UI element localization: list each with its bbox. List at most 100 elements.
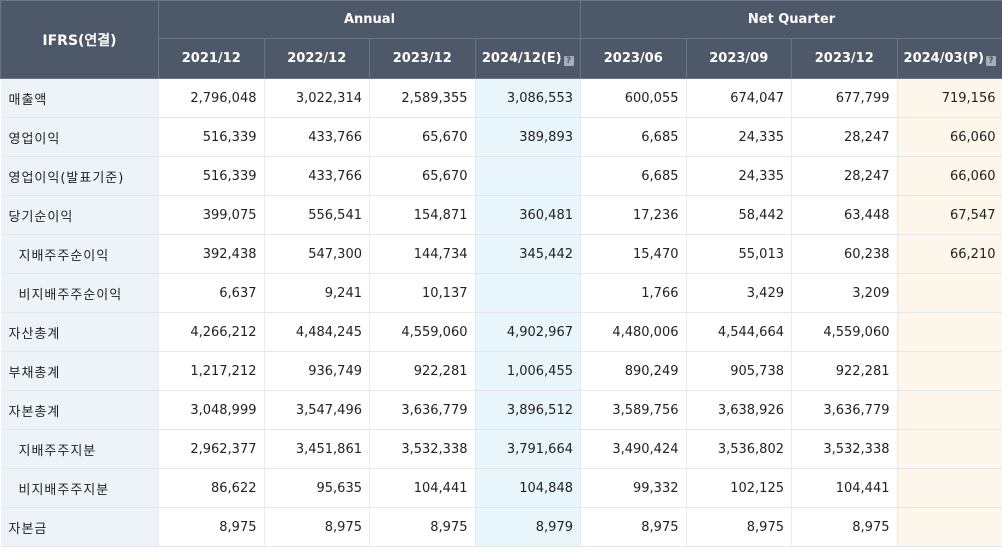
value-cell: 60,238 — [791, 234, 897, 274]
value-cell: 154,871 — [369, 195, 475, 235]
value-cell — [896, 351, 1002, 391]
value-cell — [896, 390, 1002, 430]
row-label-text: 매출액 — [8, 92, 48, 108]
value-cell: 3,791,664 — [474, 429, 581, 469]
header-period-row: 2021/12 2022/12 2023/12 2024/12(E)? 2023… — [1, 38, 1002, 79]
value-cell: 2,796,048 — [158, 78, 264, 118]
value-cell: 24,335 — [685, 117, 792, 157]
value-cell: 8,975 — [369, 507, 475, 547]
table-row: 자본총계 3,048,999 3,547,496 3,636,779 3,896,512… — [0, 390, 1002, 430]
period-header: 2023/12 — [791, 38, 898, 79]
header-group-row: IFRS(연결) Annual Net Quarter — [0, 0, 1002, 79]
table-row: 자산총계 4,266,212 4,484,245 4,559,060 4,902,967… — [0, 312, 1002, 352]
row-label: 부채총계 — [0, 351, 159, 391]
table-row: 비지배주주지분 86,622 95,635 104,441 104,848 99,332 1… — [0, 468, 1002, 508]
value-cell — [896, 507, 1002, 547]
table-row: 부채총계 1,217,212 936,749 922,281 1,006,455 890,… — [0, 351, 1002, 391]
value-cell: 28,247 — [791, 156, 897, 196]
value-cell: 1,006,455 — [474, 351, 581, 391]
value-cell: 8,979 — [474, 507, 581, 547]
row-label: 매출액 — [0, 78, 159, 118]
value-cell: 4,266,212 — [158, 312, 264, 352]
period-header-estimate[interactable]: 2024/12(E)? — [474, 38, 581, 79]
value-cell: 9,241 — [263, 273, 370, 313]
row-label-text: 부채총계 — [8, 365, 61, 381]
value-cell: 65,670 — [369, 156, 475, 196]
value-cell: 4,559,060 — [791, 312, 897, 352]
value-cell: 3,048,999 — [158, 390, 264, 430]
value-cell: 58,442 — [685, 195, 792, 235]
period-header: 2022/12 — [263, 38, 370, 79]
value-cell: 516,339 — [158, 156, 264, 196]
value-cell: 3,536,802 — [685, 429, 792, 469]
row-label-text: 지배주주지분 — [18, 443, 97, 459]
value-cell: 516,339 — [158, 117, 264, 157]
value-cell: 556,541 — [263, 195, 370, 235]
value-cell: 8,975 — [263, 507, 370, 547]
value-cell: 3,636,779 — [369, 390, 475, 430]
value-cell: 15,470 — [580, 234, 686, 274]
quarter-group-header: Net Quarter — [580, 0, 1002, 39]
value-cell: 3,490,424 — [580, 429, 686, 469]
value-cell: 66,060 — [896, 156, 1002, 196]
value-cell: 3,636,779 — [791, 390, 897, 430]
value-cell: 67,547 — [896, 195, 1002, 235]
value-cell: 3,429 — [685, 273, 792, 313]
value-cell: 2,962,377 — [158, 429, 264, 469]
value-cell: 1,217,212 — [158, 351, 264, 391]
value-cell: 4,480,006 — [580, 312, 686, 352]
row-label-text: 영업이익(발표기준) — [8, 170, 125, 186]
value-cell: 28,247 — [791, 117, 897, 157]
info-square-icon[interactable]: ? — [985, 56, 996, 66]
row-label-text: 자본금 — [8, 521, 48, 537]
row-label: 비지배주주순이익 — [0, 273, 159, 313]
value-cell: 345,442 — [474, 234, 581, 274]
value-cell: 3,547,496 — [263, 390, 370, 430]
table-header: IFRS(연결) Annual Net Quarter 2021/12 2022… — [0, 0, 1002, 79]
value-cell: 547,300 — [263, 234, 370, 274]
table-row: 지배주주지분 2,962,377 3,451,861 3,532,338 3,791,6… — [0, 429, 1002, 469]
value-cell: 433,766 — [263, 156, 370, 196]
value-cell: 8,975 — [685, 507, 792, 547]
period-header-provisional[interactable]: 2024/03(P)? — [896, 38, 1002, 79]
value-cell: 104,441 — [369, 468, 475, 508]
period-header: 2023/12 — [369, 38, 476, 79]
row-label: 영업이익(발표기준) — [0, 156, 159, 196]
value-cell: 4,902,967 — [474, 312, 581, 352]
value-cell: 922,281 — [791, 351, 897, 391]
value-cell: 389,893 — [474, 117, 581, 157]
row-label-text: 영업이익 — [8, 131, 61, 147]
info-square-icon[interactable]: ? — [563, 56, 574, 66]
value-cell: 392,438 — [158, 234, 264, 274]
value-cell — [896, 273, 1002, 313]
table-row: 영업이익 516,339 433,766 65,670 389,893 6,685 24,3… — [0, 117, 1002, 157]
row-label-text: 지배주주순이익 — [18, 248, 110, 264]
value-cell: 3,086,553 — [474, 78, 581, 118]
value-cell: 55,013 — [685, 234, 792, 274]
value-cell: 102,125 — [685, 468, 792, 508]
value-cell: 3,451,861 — [263, 429, 370, 469]
table-body: 매출액 2,796,048 3,022,314 2,589,355 3,086,553 6… — [0, 78, 1002, 547]
value-cell: 1,766 — [580, 273, 686, 313]
row-label: 자본금 — [0, 507, 159, 547]
value-cell: 8,975 — [580, 507, 686, 547]
value-cell — [474, 156, 581, 196]
value-cell: 3,209 — [791, 273, 897, 313]
table-row: 지배주주순이익 392,438 547,300 144,734 345,442 15,47… — [0, 234, 1002, 274]
value-cell: 144,734 — [369, 234, 475, 274]
value-cell: 24,335 — [685, 156, 792, 196]
value-cell: 3,022,314 — [263, 78, 370, 118]
value-cell — [474, 273, 581, 313]
row-label-text: 자본총계 — [8, 404, 61, 420]
value-cell — [896, 468, 1002, 508]
annual-group-header: Annual — [158, 0, 581, 39]
value-cell: 63,448 — [791, 195, 897, 235]
value-cell: 8,975 — [158, 507, 264, 547]
value-cell: 4,544,664 — [685, 312, 792, 352]
row-label: 지배주주순이익 — [0, 234, 159, 274]
value-cell: 399,075 — [158, 195, 264, 235]
table-row: 자본금 8,975 8,975 8,975 8,979 8,975 8,975 8,975 — [0, 507, 1002, 547]
value-cell: 3,532,338 — [791, 429, 897, 469]
value-cell: 677,799 — [791, 78, 897, 118]
